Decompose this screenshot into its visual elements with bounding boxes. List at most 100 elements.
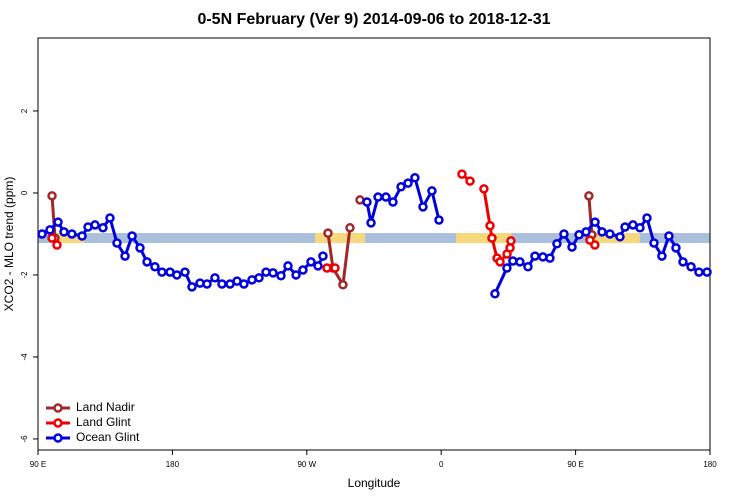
data-point [381, 192, 391, 202]
data-point [318, 251, 328, 261]
data-point [490, 289, 500, 299]
data-point [495, 257, 505, 267]
data-point [52, 240, 62, 250]
y-axis-label: XCO2 - MLO trend (ppm) [2, 177, 16, 312]
data-point [53, 217, 63, 227]
y-tick-label: -6 [20, 435, 29, 443]
y-tick-label: -2 [20, 271, 29, 279]
y-tick-label: -4 [20, 353, 29, 361]
data-point [45, 225, 55, 235]
legend-label: Ocean Glint [76, 430, 140, 444]
data-point [313, 261, 323, 271]
data-point [479, 184, 489, 194]
band-segment [315, 233, 366, 244]
data-point [590, 240, 600, 250]
data-point [552, 239, 562, 249]
data-point [291, 270, 301, 280]
data-point [530, 251, 540, 261]
x-tick-label: 180 [703, 460, 717, 469]
legend-label: Land Nadir [76, 400, 135, 414]
data-point [590, 217, 600, 227]
data-point [254, 273, 264, 283]
data-point [686, 262, 696, 272]
chart-title: 0-5N February (Ver 9) 2014-09-06 to 2018… [197, 11, 550, 28]
x-tick-label: 0 [439, 460, 444, 469]
data-point [150, 262, 160, 272]
data-point [635, 223, 645, 233]
data-point [664, 231, 674, 241]
data-point [418, 202, 428, 212]
data-point [322, 263, 332, 273]
data-point [362, 197, 372, 207]
data-point [59, 227, 69, 237]
data-point [345, 223, 355, 233]
plot-frame [37, 37, 711, 451]
data-point [487, 233, 497, 243]
data-point [403, 178, 413, 188]
data-point [373, 192, 383, 202]
data-point [502, 263, 512, 273]
data-point [37, 229, 47, 239]
data-point [567, 242, 577, 252]
legend-marker [53, 433, 63, 443]
data-point [485, 221, 495, 231]
data-point [678, 257, 688, 267]
data-point [157, 267, 167, 277]
data-point [239, 279, 249, 289]
x-tick-label: 90 E [30, 460, 46, 469]
data-point [649, 238, 659, 248]
data-point [142, 257, 152, 267]
data-point [584, 191, 594, 201]
data-point [657, 251, 667, 261]
data-point [559, 229, 569, 239]
data-point [330, 263, 340, 273]
legend-marker [53, 418, 63, 428]
data-point [620, 222, 630, 232]
data-point [217, 279, 227, 289]
data-point [323, 228, 333, 238]
data-point [396, 182, 406, 192]
data-point [642, 213, 652, 223]
band-segment [456, 233, 512, 244]
data-point [427, 186, 437, 196]
data-point [120, 251, 130, 261]
background-band [38, 233, 710, 244]
y-tick-label: 2 [20, 108, 29, 113]
data-point [694, 267, 704, 277]
band-segment [590, 233, 640, 244]
x-tick-label: 90 E [567, 460, 583, 469]
data-point [388, 197, 398, 207]
data-point [457, 169, 467, 179]
data-point [410, 173, 420, 183]
data-point [180, 267, 190, 277]
data-point [67, 229, 77, 239]
data-point [210, 273, 220, 283]
data-point [268, 268, 278, 278]
data-point [338, 280, 348, 290]
data-point [671, 243, 681, 253]
legend-marker [53, 403, 63, 413]
data-point [98, 223, 108, 233]
data-point [47, 233, 57, 243]
x-axis-label: Longitude [348, 476, 401, 490]
data-point [77, 231, 87, 241]
data-point [515, 257, 525, 267]
data-point [298, 265, 308, 275]
data-point [283, 261, 293, 271]
data-point [47, 191, 57, 201]
band-segment [54, 233, 85, 244]
data-point [605, 229, 615, 239]
data-point [434, 215, 444, 225]
x-tick-label: 180 [166, 460, 180, 469]
data-point [187, 282, 197, 292]
data-point [112, 238, 122, 248]
data-point [465, 176, 475, 186]
data-point [202, 279, 212, 289]
data-point [366, 218, 376, 228]
legend-label: Land Glint [76, 415, 131, 429]
data-point [276, 271, 286, 281]
data-point [597, 227, 607, 237]
data-point [172, 270, 182, 280]
data-point [105, 213, 115, 223]
